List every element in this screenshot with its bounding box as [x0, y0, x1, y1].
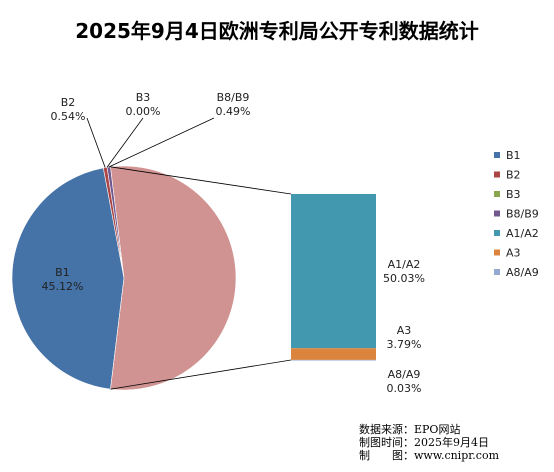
legend-swatch-a1-a2 — [494, 230, 500, 236]
bar-segment-a8-a9 — [291, 360, 376, 361]
breakdown-bar: A1/A250.03% A33.79% A8/A90.03% — [291, 194, 425, 395]
pie-group: B145.12%B20.54%B30.00%B8/B90.49% — [12, 91, 250, 390]
chart-time-note: 制图时间：2025年9月4日 — [359, 436, 499, 449]
data-source-note: 数据来源：EPO网站 — [359, 423, 499, 436]
bar-label-a3: A33.79% — [387, 324, 422, 351]
pie-label-b8-b9: B8/B90.49% — [216, 91, 251, 118]
legend-label-b2: B2 — [506, 169, 521, 182]
chart-title: 2025年9月4日欧洲专利局公开专利数据统计 — [75, 19, 479, 43]
legend-swatch-a8-a9 — [494, 269, 500, 275]
legend-swatch-b3 — [494, 191, 500, 197]
legend-swatch-b1 — [494, 152, 500, 158]
bar-segment-a1-a2 — [291, 194, 376, 348]
legend-label-b8-b9: B8/B9 — [506, 208, 539, 221]
legend-label-a1-a2: A1/A2 — [506, 227, 539, 240]
legend-swatch-a3 — [494, 250, 500, 256]
leader-line-b2 — [87, 118, 105, 168]
legend-label-a8-a9: A8/A9 — [506, 266, 539, 279]
legend-label-b1: B1 — [506, 149, 521, 162]
pie-slice-a — [110, 166, 236, 390]
bar-segment-a3 — [291, 348, 376, 360]
chart-notes: 数据来源：EPO网站 制图时间：2025年9月4日 制 图：www.cnipr.… — [359, 423, 499, 462]
leader-line-b8-b9 — [109, 118, 214, 167]
chart-maker-note: 制 图：www.cnipr.com — [359, 449, 499, 462]
legend-swatch-b2 — [494, 172, 500, 178]
legend: B1 B2 B3 B8/B9 A1/A2 A3 A8/A9 — [494, 149, 539, 279]
bar-label-a8-a9: A8/A90.03% — [387, 368, 422, 395]
bar-label-a1-a2: A1/A250.03% — [383, 258, 425, 285]
legend-swatch-b8-b9 — [494, 211, 500, 217]
pie-label-b3: B30.00% — [126, 91, 161, 118]
legend-label-b3: B3 — [506, 188, 521, 201]
legend-label-a3: A3 — [506, 247, 521, 260]
pie-label-b2: B20.54% — [51, 96, 86, 123]
